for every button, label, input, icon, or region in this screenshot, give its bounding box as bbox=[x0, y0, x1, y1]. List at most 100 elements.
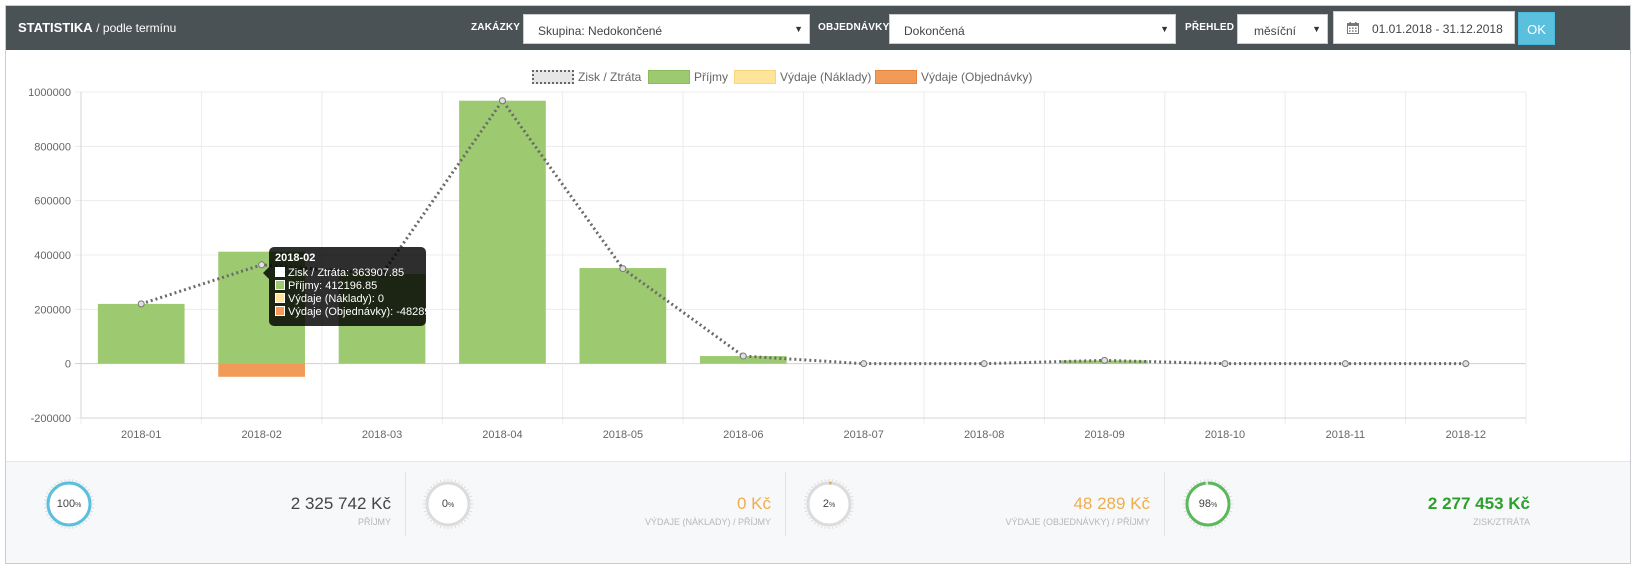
ring-tick bbox=[1229, 495, 1232, 498]
divider bbox=[405, 472, 406, 536]
ring-tick bbox=[45, 495, 48, 498]
legend-label: Výdaje (Náklady) bbox=[780, 70, 872, 84]
ring-tick bbox=[1226, 488, 1229, 491]
chevron-down-icon: ▼ bbox=[794, 24, 803, 34]
objednavky-label: OBJEDNÁVKY bbox=[818, 22, 890, 33]
ring-tick bbox=[469, 510, 472, 513]
point-zisk-2018-12 bbox=[1462, 360, 1470, 368]
chevron-down-icon: ▼ bbox=[1160, 24, 1169, 34]
y-tick-label: 1000000 bbox=[28, 87, 71, 99]
ring-tick bbox=[466, 517, 469, 520]
ring-tick bbox=[90, 510, 93, 513]
ring-tick bbox=[436, 524, 439, 527]
ring-tick bbox=[1196, 524, 1199, 527]
page-title: STATISTIKA / podle termínu bbox=[18, 20, 176, 35]
ring-tick bbox=[75, 480, 78, 483]
ring-tick bbox=[1221, 483, 1224, 486]
ring-tick bbox=[50, 519, 54, 523]
ring-percent-sign: % bbox=[1211, 502, 1218, 509]
ring-tick bbox=[454, 480, 457, 483]
point-zisk-2018-05 bbox=[619, 265, 627, 273]
ring-tick bbox=[468, 492, 471, 495]
ring-tick bbox=[1185, 513, 1188, 516]
ring-tick bbox=[424, 510, 427, 513]
ring-tick bbox=[813, 483, 816, 486]
ring-tick bbox=[48, 517, 51, 520]
date-range-input[interactable]: 01.01.2018 - 31.12.2018 bbox=[1333, 11, 1515, 44]
line-zisk-ztrata bbox=[140, 98, 1466, 366]
ring-tick bbox=[1214, 480, 1217, 483]
ring-tick bbox=[847, 517, 850, 520]
progress-ring: 0% bbox=[422, 478, 474, 530]
legend-item-vydaje-naklady[interactable]: Výdaje (Náklady) bbox=[734, 70, 871, 86]
prehled-value: měsíční bbox=[1254, 24, 1297, 38]
ring-tick bbox=[850, 495, 853, 498]
y-tick-label: 0 bbox=[65, 359, 71, 371]
ring-tick bbox=[457, 481, 460, 484]
divider bbox=[1164, 472, 1165, 536]
legend-swatch bbox=[648, 70, 690, 84]
ring-progress bbox=[46, 481, 92, 527]
ring-tick bbox=[806, 492, 809, 495]
ring-tick bbox=[89, 513, 92, 516]
ring-tick bbox=[60, 480, 63, 483]
progress-ring: 2% bbox=[803, 478, 855, 530]
ring-progress bbox=[1185, 481, 1231, 527]
ring-percent: 2% bbox=[803, 478, 855, 530]
legend-item-zisk[interactable]: Zisk / Ztráta bbox=[532, 70, 641, 86]
ring-tick bbox=[1184, 510, 1187, 513]
ring-tick bbox=[50, 485, 54, 489]
ring-tick bbox=[1228, 513, 1231, 516]
ok-button[interactable]: OK bbox=[1518, 12, 1555, 45]
ring-tick bbox=[78, 481, 81, 484]
x-tick-label: 2018-01 bbox=[121, 429, 161, 441]
zakazky-select[interactable]: Skupina: Nedokončené ▼ bbox=[523, 14, 810, 44]
ring-tick bbox=[53, 522, 56, 525]
ring-tick bbox=[1192, 522, 1195, 525]
point-zisk-2018-06 bbox=[739, 352, 747, 360]
ring-percent-value: 0 bbox=[441, 498, 448, 510]
stat-zisk-ztrata: 2 277 453 Kč ZISK/ZTRÁTA bbox=[1266, 472, 1530, 536]
chart-tooltip: 2018-02 Zisk / Ztráta: 363907.85 Příjmy:… bbox=[263, 247, 430, 326]
progress-ring: 100% bbox=[43, 478, 95, 530]
chevron-down-icon: ▼ bbox=[1312, 24, 1321, 34]
ring-percent-value: 100 bbox=[56, 498, 76, 510]
tooltip-swatch bbox=[275, 293, 285, 303]
legend-item-prijmy[interactable]: Příjmy bbox=[648, 70, 728, 86]
date-range-value: 01.01.2018 - 31.12.2018 bbox=[1372, 22, 1503, 36]
calendar-icon bbox=[1347, 22, 1359, 37]
ring-tick bbox=[1226, 517, 1229, 520]
ring-tick bbox=[469, 495, 472, 498]
x-tick-label: 2018-12 bbox=[1446, 429, 1486, 441]
ring-tick bbox=[810, 519, 814, 523]
ring-tick bbox=[808, 517, 811, 520]
ring-tick bbox=[835, 525, 838, 528]
ring-tick bbox=[57, 481, 60, 484]
objednavky-select[interactable]: Dokončená ▼ bbox=[889, 14, 1176, 44]
prehled-select[interactable]: měsíční ▼ bbox=[1237, 14, 1328, 44]
ring-tick bbox=[1192, 483, 1195, 486]
ring-tick bbox=[1185, 492, 1188, 495]
ring-tick bbox=[468, 513, 471, 516]
ring-percent-sign: % bbox=[75, 502, 82, 509]
ring-tick bbox=[844, 485, 848, 489]
ring-tick bbox=[850, 510, 853, 513]
ring-graphic bbox=[1183, 479, 1233, 529]
stat-label: VÝDAJE (OBJEDNÁVKY) / PŘÍJMY bbox=[1005, 517, 1150, 527]
ring-tick bbox=[820, 480, 823, 483]
legend-item-vydaje-objednavky[interactable]: Výdaje (Objednávky) bbox=[875, 70, 1032, 86]
chart-legend: Zisk / Ztráta Příjmy Výdaje (Náklady) Vý… bbox=[6, 70, 1630, 90]
divider bbox=[785, 472, 786, 536]
ring-tick bbox=[89, 492, 92, 495]
x-tick-label: 2018-04 bbox=[482, 429, 522, 441]
ring-tick bbox=[427, 517, 430, 520]
ring-tick bbox=[432, 522, 435, 525]
tooltip-row: Výdaje (Objednávky): -48289 bbox=[275, 306, 430, 319]
ring-tick bbox=[1199, 525, 1202, 528]
tooltip-title: 2018-02 bbox=[275, 252, 316, 264]
x-tick-label: 2018-07 bbox=[844, 429, 884, 441]
ring-tick bbox=[436, 481, 439, 484]
ring-tick bbox=[1223, 485, 1227, 489]
tooltip-row-text: Zisk / Ztráta: 363907.85 bbox=[288, 267, 405, 279]
ring-tick bbox=[849, 492, 852, 495]
